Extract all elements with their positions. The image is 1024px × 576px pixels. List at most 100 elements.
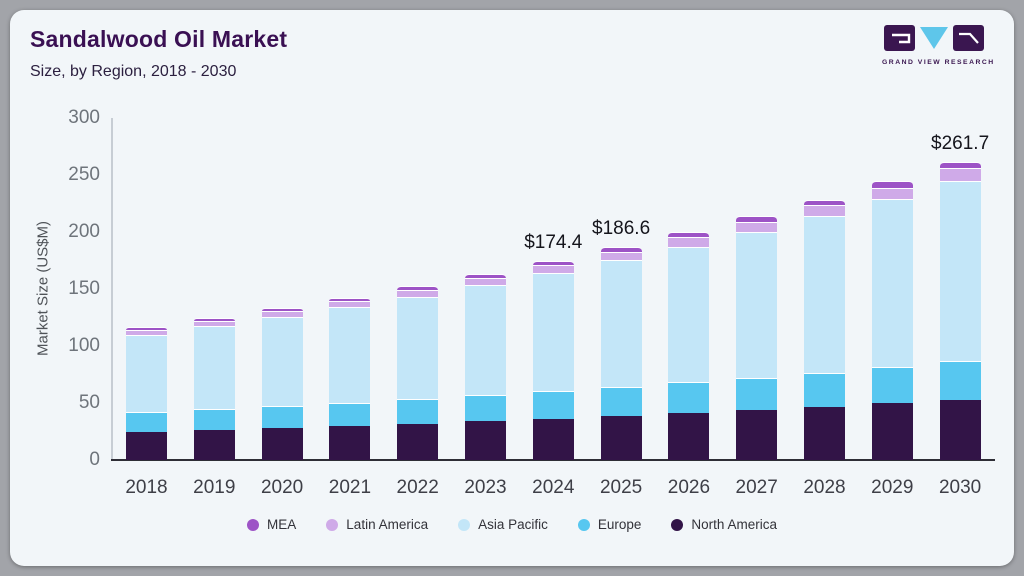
chart-card: Sandalwood Oil Market Size, by Region, 2… xyxy=(10,10,1014,566)
bar-segment-north-america xyxy=(465,421,506,460)
bar-segment-mea xyxy=(126,327,167,331)
bar-segment-latin-america xyxy=(804,205,845,217)
y-tick-label: 0 xyxy=(89,449,100,470)
bar-segment-latin-america xyxy=(193,320,235,327)
bar-segment-europe xyxy=(871,366,913,404)
bar-segment-mea xyxy=(939,161,981,169)
total-label: $261.7 xyxy=(931,132,990,154)
bar-segment-europe xyxy=(600,387,642,416)
legend-label: MEA xyxy=(267,517,297,532)
bar-segment-asia-pacific xyxy=(804,216,845,373)
bar-segment-asia-pacific xyxy=(939,180,981,362)
legend-label: Asia Pacific xyxy=(478,517,548,532)
legend-label: North America xyxy=(691,517,777,532)
bar-segment-asia-pacific xyxy=(532,273,574,392)
bar-segment-latin-america xyxy=(465,278,506,286)
bar-segment-latin-america xyxy=(871,187,913,200)
x-tick-label: 2022 xyxy=(396,477,439,498)
bar-segment-latin-america xyxy=(600,251,642,261)
legend-dot-icon xyxy=(671,518,684,531)
bar-segment-europe xyxy=(668,382,710,414)
bar-segment-latin-america xyxy=(329,300,371,308)
bar-segment-asia-pacific xyxy=(126,335,167,413)
legend-dot-icon xyxy=(247,518,260,531)
bar-segment-asia-pacific xyxy=(871,199,913,367)
legend-dot-icon xyxy=(458,518,471,531)
x-tick-label: 2025 xyxy=(599,477,643,498)
legend-item-mea: MEA xyxy=(247,517,296,532)
legend: MEA Latin America Asia Pacific Europe North … xyxy=(10,517,1014,532)
bar-segment-asia-pacific xyxy=(193,326,235,410)
legend-label: Europe xyxy=(597,517,642,532)
bar-segment-europe xyxy=(193,409,235,430)
x-tick-label: 2020 xyxy=(260,477,304,498)
page-subtitle: Size, by Region, 2018 - 2030 xyxy=(30,63,237,80)
bar-segment-latin-america xyxy=(668,237,710,247)
bar-segment-north-america xyxy=(193,429,235,460)
bar-segment-asia-pacific xyxy=(600,260,642,388)
bar-segment-north-america xyxy=(736,410,778,460)
bar-segment-north-america xyxy=(668,413,710,460)
bar-segment-north-america xyxy=(871,403,913,460)
bar-segment-europe xyxy=(465,395,506,422)
bar-segment-europe xyxy=(736,377,778,411)
x-tick-label: 2027 xyxy=(735,477,778,498)
legend-dot-icon xyxy=(577,518,590,531)
bar-segment-latin-america xyxy=(532,265,574,274)
x-axis-line xyxy=(111,459,995,461)
bar-segment-asia-pacific xyxy=(736,231,778,378)
bar-segment-north-america xyxy=(329,425,371,460)
bar-segment-latin-america xyxy=(126,330,167,336)
y-tick-label: 250 xyxy=(68,164,100,185)
y-axis-line xyxy=(111,118,113,461)
legend-dot-icon xyxy=(326,518,339,531)
gvr-logo-mark xyxy=(884,25,984,51)
bar-segment-europe xyxy=(532,391,574,419)
y-tick-label: 50 xyxy=(78,392,100,413)
bar-segment-latin-america xyxy=(939,168,981,181)
y-tick-label: 150 xyxy=(68,278,100,299)
gvr-logo: GRAND VIEW RESEARCH xyxy=(882,24,995,66)
y-tick-label: 200 xyxy=(68,221,100,242)
legend-label: Latin America xyxy=(346,517,429,532)
bar-segment-europe xyxy=(329,402,371,426)
y-tick-label: 100 xyxy=(68,335,100,356)
y-tick-label: 300 xyxy=(68,107,100,128)
x-tick-label: 2018 xyxy=(125,477,168,498)
gvr-logo-text: GRAND VIEW RESEARCH xyxy=(882,59,995,66)
legend-item-north-america: North America xyxy=(671,517,777,532)
bar-segment-north-america xyxy=(804,406,845,460)
bar-segment-mea xyxy=(465,274,506,279)
bar-segment-mea xyxy=(736,216,778,222)
bar-segment-mea xyxy=(804,199,845,206)
x-tick-label: 2026 xyxy=(667,477,711,498)
bar-segment-north-america xyxy=(600,415,642,460)
bar-segment-mea xyxy=(397,286,439,290)
legend-item-latin-america: Latin America xyxy=(326,517,428,532)
bar-segment-north-america xyxy=(397,423,439,460)
x-tick-label: 2029 xyxy=(871,477,914,498)
bar-segment-europe xyxy=(397,399,439,424)
total-label: $174.4 xyxy=(524,232,583,254)
x-tick-label: 2021 xyxy=(328,477,372,498)
x-tick-label: 2030 xyxy=(938,477,982,498)
bar-segment-asia-pacific xyxy=(397,296,439,400)
bar-segment-latin-america xyxy=(736,221,778,232)
page-title: Sandalwood Oil Market xyxy=(30,26,288,52)
legend-item-europe: Europe xyxy=(577,517,642,532)
x-tick-label: 2024 xyxy=(532,477,575,498)
bar-segment-mea xyxy=(668,232,710,238)
x-tick-label: 2028 xyxy=(803,477,846,498)
x-tick-label: 2019 xyxy=(193,477,236,498)
bar-segment-asia-pacific xyxy=(329,307,371,403)
bar-segment-mea xyxy=(261,308,303,312)
bar-segment-europe xyxy=(126,412,167,432)
bar-segment-north-america xyxy=(939,399,981,460)
legend-item-asia-pacific: Asia Pacific xyxy=(458,517,548,532)
bar-segment-asia-pacific xyxy=(261,317,303,407)
bar-segment-europe xyxy=(939,361,981,400)
bar-segment-europe xyxy=(804,372,845,407)
bar-segment-latin-america xyxy=(261,311,303,318)
bar-segment-europe xyxy=(261,406,303,428)
bar-segment-latin-america xyxy=(397,289,439,297)
